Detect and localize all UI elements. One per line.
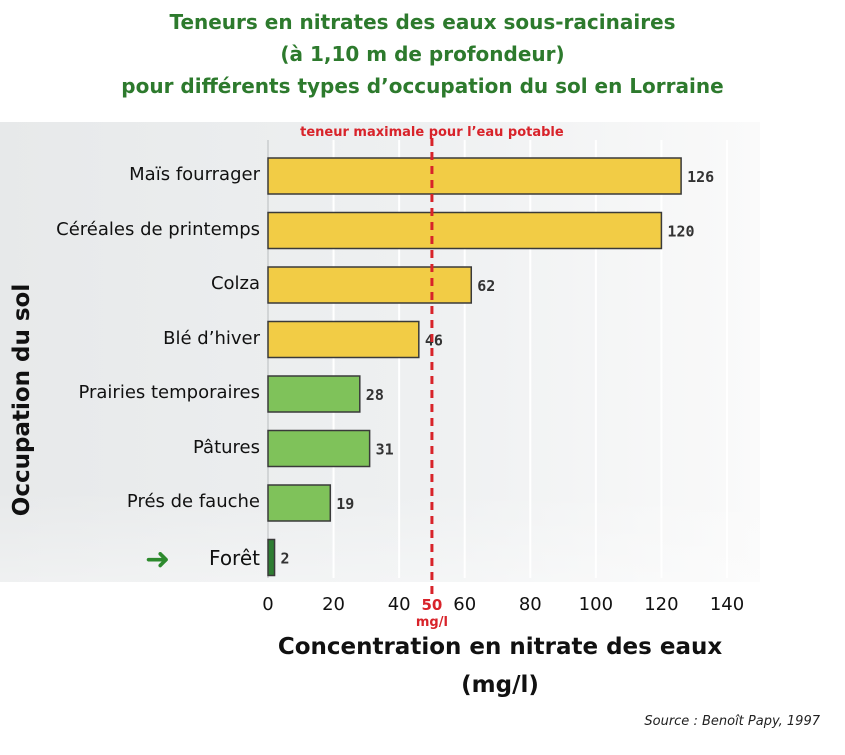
x-axis-label: Concentration en nitrate des eaux (mg/l): [180, 628, 820, 704]
value-label-6: 19: [336, 495, 354, 513]
value-label-3: 46: [425, 332, 443, 350]
value-label-0: 126: [687, 168, 714, 186]
category-label-4: Prairies temporaires: [78, 382, 260, 403]
category-label-5: Pâtures: [193, 436, 260, 458]
value-label-4: 28: [366, 386, 384, 404]
value-label-2: 62: [477, 277, 495, 295]
x-axis-label-line-2: (mg/l): [461, 672, 539, 698]
bar-7: [267, 538, 276, 577]
category-label-0: Maïs fourrager: [129, 164, 260, 185]
title-line-2: (à 1,10 m de profondeur): [280, 42, 565, 66]
title-line-1: Teneurs en nitrates des eaux sous-racina…: [169, 10, 676, 34]
bar-6: [267, 484, 332, 522]
category-label-1: Céréales de printemps: [56, 218, 260, 240]
bar-4: [267, 375, 361, 413]
chart-title: Teneurs en nitrates des eaux sous-racina…: [0, 6, 845, 102]
y-axis-label: Occupation du sol: [9, 283, 35, 517]
value-label-1: 120: [667, 223, 694, 241]
x-tick-label-2: 40: [388, 594, 411, 615]
x-tick-label-5: 100: [579, 594, 613, 615]
x-tick-label-6: 120: [644, 594, 678, 615]
category-label-6: Prés de fauche: [126, 491, 260, 512]
x-tick-label-3: 60: [453, 594, 476, 615]
x-tick-label-4: 80: [519, 594, 542, 615]
category-label-2: Colza: [210, 273, 260, 294]
value-label-5: 31: [376, 441, 394, 459]
bar-2: [267, 266, 473, 304]
x-tick-label-0: 0: [262, 594, 273, 615]
category-label-3: Blé d’hiver: [163, 327, 260, 349]
bar-5: [267, 429, 371, 468]
title-line-3: pour différents types d’occupation du so…: [121, 74, 724, 98]
bar-3: [267, 320, 420, 359]
category-label-7: Forêt: [209, 545, 260, 570]
reference-line-label: teneur maximale pour l’eau potable: [300, 125, 564, 140]
bar-0: [267, 157, 682, 195]
reference-unit-label: mg/l: [416, 615, 448, 630]
x-tick-label-1: 20: [322, 594, 345, 615]
value-label-7: 2: [281, 550, 290, 568]
bar-1: [267, 211, 663, 250]
reference-value-label: 50: [421, 596, 442, 614]
x-tick-label-7: 140: [710, 594, 744, 615]
x-axis-label-line-1: Concentration en nitrate des eaux: [277, 634, 723, 660]
arrow-right-icon: ➜: [145, 542, 171, 577]
source-note: Source : Benoît Papy, 1997: [644, 714, 820, 729]
